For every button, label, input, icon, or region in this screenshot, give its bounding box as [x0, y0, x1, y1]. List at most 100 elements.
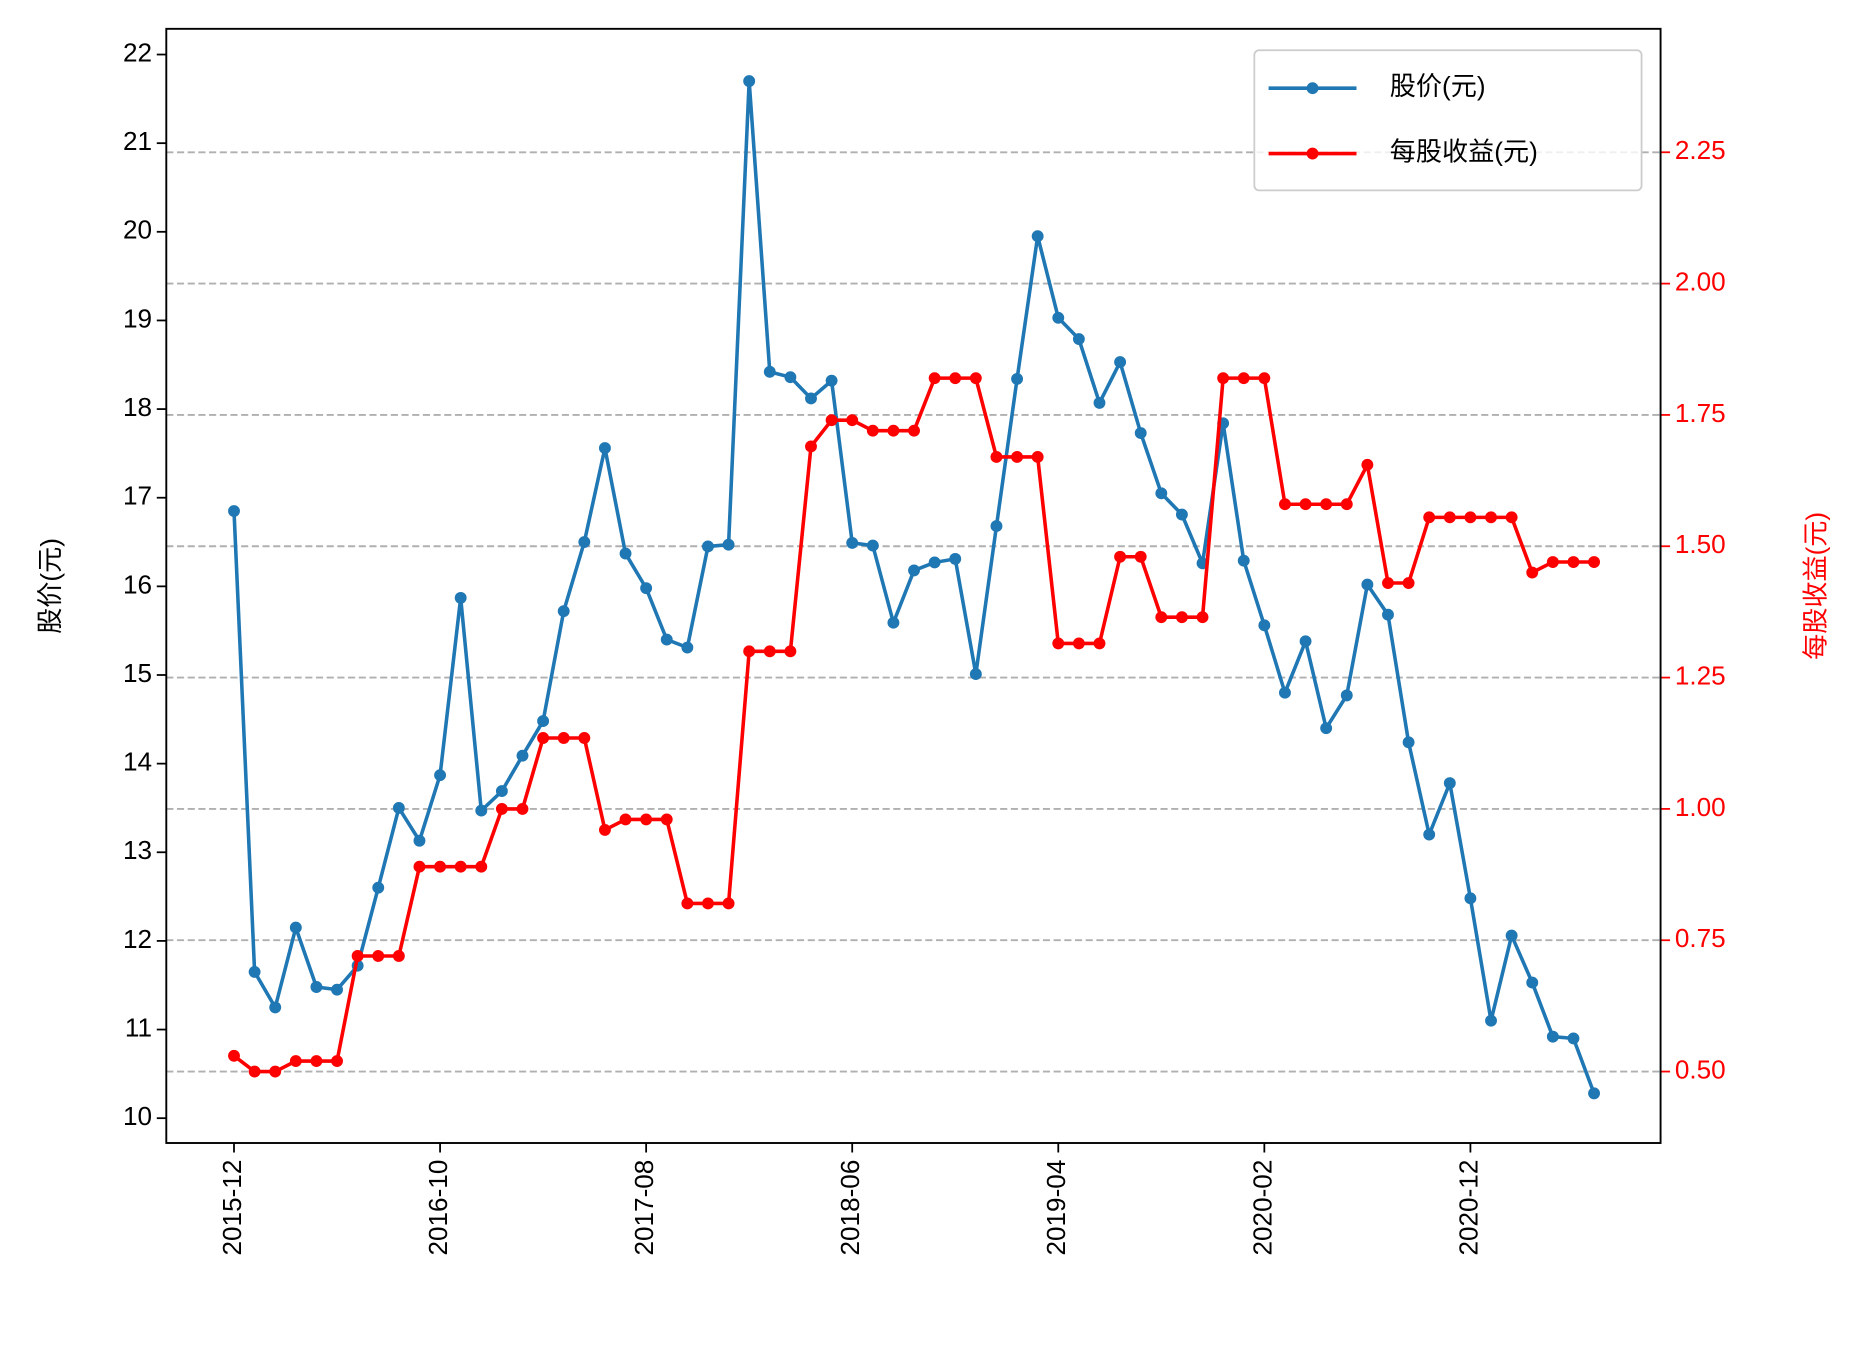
data-point — [990, 520, 1003, 533]
data-point — [578, 732, 591, 744]
data-point — [1526, 566, 1539, 579]
data-point — [1382, 577, 1394, 589]
data-point — [722, 897, 735, 910]
data-point — [1320, 722, 1333, 735]
y-tick-label: 21 — [123, 126, 152, 156]
data-point — [413, 860, 426, 873]
data-point — [495, 802, 508, 815]
data-point — [516, 802, 529, 815]
data-point — [702, 540, 714, 553]
data-point — [495, 785, 508, 798]
data-point — [1134, 550, 1147, 563]
data-point — [743, 645, 756, 658]
data-point — [1443, 777, 1456, 790]
data-point — [1546, 556, 1559, 568]
data-point — [1567, 556, 1580, 568]
data-point — [351, 950, 364, 962]
plot-frame — [165, 27, 1662, 1144]
data-point — [1237, 372, 1250, 385]
data-point — [1114, 550, 1127, 563]
data-point — [413, 834, 426, 847]
data-point — [310, 981, 323, 993]
data-point — [1546, 1030, 1559, 1043]
data-point — [1011, 373, 1024, 385]
data-point — [454, 860, 467, 873]
data-point — [372, 881, 385, 894]
data-point — [1361, 578, 1374, 591]
data-point — [928, 556, 941, 569]
data-point — [269, 1065, 282, 1078]
data-point — [1279, 498, 1291, 511]
data-point — [1443, 511, 1456, 524]
data-point — [1402, 736, 1415, 749]
y-tick-label: 10 — [123, 1101, 152, 1131]
x-tick-label: 2017-08 — [629, 1160, 659, 1256]
y2-axis-label: 每股收益(元) — [1800, 512, 1830, 660]
y2-tick-label: 0.50 — [1675, 1054, 1726, 1084]
data-point — [681, 641, 694, 654]
legend-label: 股价(元) — [1390, 71, 1486, 101]
y2-tick-label: 1.25 — [1675, 660, 1726, 690]
data-point — [1237, 554, 1250, 567]
y-tick-label: 18 — [123, 392, 152, 422]
data-point — [1114, 356, 1127, 369]
data-point — [537, 732, 550, 744]
data-point — [969, 372, 982, 385]
data-point — [1093, 396, 1106, 409]
data-point — [1340, 498, 1353, 511]
data-point — [475, 860, 488, 873]
legend-marker — [1306, 82, 1319, 95]
data-point — [1052, 637, 1065, 650]
data-point — [1423, 828, 1436, 841]
data-point — [743, 75, 756, 88]
data-point — [1505, 929, 1518, 942]
data-point — [887, 616, 900, 629]
data-point — [331, 1055, 343, 1067]
data-point — [434, 769, 447, 782]
data-point — [866, 539, 879, 552]
data-point — [1526, 976, 1539, 989]
data-point — [866, 424, 879, 437]
data-point — [928, 372, 941, 385]
data-point — [784, 645, 797, 658]
data-point — [1093, 637, 1106, 650]
y-tick-label: 11 — [125, 1012, 152, 1042]
data-point — [990, 451, 1003, 463]
data-point — [248, 1065, 261, 1078]
legend-marker — [1306, 147, 1319, 160]
x-tick-label: 2016-10 — [423, 1160, 453, 1256]
data-point — [1299, 498, 1312, 511]
data-point — [310, 1055, 323, 1067]
data-point — [1134, 427, 1147, 439]
x-tick-label: 2019-04 — [1041, 1160, 1071, 1256]
data-point — [908, 564, 920, 577]
data-point — [660, 813, 673, 826]
data-point — [1340, 689, 1353, 702]
data-point — [949, 552, 962, 565]
data-point — [269, 1001, 282, 1014]
data-point — [825, 374, 838, 387]
data-point — [228, 1049, 240, 1062]
data-point — [1196, 611, 1209, 624]
y-tick-label: 15 — [123, 658, 152, 688]
data-point — [1217, 372, 1230, 385]
data-point — [1464, 892, 1477, 905]
data-point — [248, 965, 261, 978]
data-point — [969, 668, 982, 681]
data-point — [1320, 498, 1333, 511]
data-point — [1588, 556, 1600, 568]
data-point — [887, 424, 900, 437]
data-point — [1011, 451, 1024, 463]
data-point — [640, 813, 653, 826]
data-point — [1258, 372, 1271, 385]
data-point — [1402, 577, 1415, 589]
data-point — [1382, 608, 1394, 621]
y2-tick-label: 1.50 — [1675, 529, 1726, 559]
y2-tick-label: 1.00 — [1675, 792, 1726, 822]
data-point — [372, 950, 385, 962]
data-point — [228, 505, 240, 517]
y-tick-label: 19 — [123, 303, 152, 333]
